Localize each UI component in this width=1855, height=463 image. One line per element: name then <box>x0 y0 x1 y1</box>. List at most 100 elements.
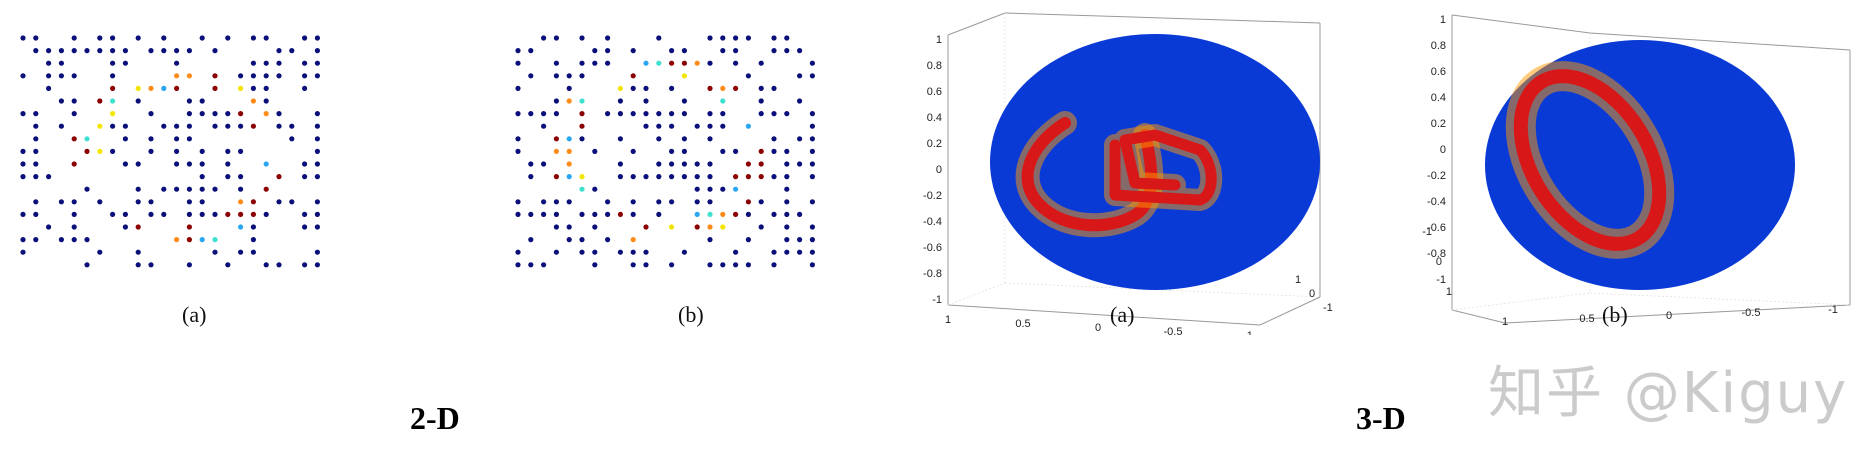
scatter-dot <box>630 199 636 205</box>
scatter-dot <box>758 85 764 91</box>
scatter-dot <box>212 73 218 79</box>
scatter-dot <box>758 111 764 117</box>
scatter-dot <box>186 111 192 117</box>
scatter-dot <box>238 111 244 117</box>
scatter-dot <box>681 174 687 180</box>
scatter-dot <box>681 48 687 54</box>
scatter-dot <box>33 174 39 180</box>
scatter-dot <box>745 262 751 268</box>
scatter-dot <box>84 148 90 154</box>
tick-label: 0 <box>1666 310 1672 322</box>
tick-label: -0.8 <box>923 268 942 280</box>
scatter-dot <box>199 111 205 117</box>
scatter-dot <box>720 123 726 129</box>
scatter-dot <box>771 111 777 117</box>
tick-label: -0.6 <box>1427 222 1446 234</box>
scatter-dot <box>148 111 154 117</box>
scatter-dot <box>225 111 231 117</box>
scatter-dot <box>579 136 585 142</box>
scatter-dot <box>528 161 534 167</box>
scatter-dot <box>771 174 777 180</box>
scatter-dot <box>238 148 244 154</box>
scatter-dot <box>720 148 726 154</box>
scatter-dot <box>20 174 26 180</box>
scatter-dot <box>707 111 713 117</box>
scatter-dot <box>643 224 649 230</box>
scatter-dot <box>694 60 700 66</box>
tick-label: -0.6 <box>923 242 942 254</box>
scatter-dot <box>199 186 205 192</box>
scatter-dot <box>733 148 739 154</box>
scatter-dot <box>186 48 192 54</box>
scatter-dot <box>733 60 739 66</box>
scatter-dot <box>289 136 295 142</box>
caption-3d-b: (b) <box>1602 302 1628 327</box>
scatter-dot <box>225 211 231 217</box>
scatter-dot <box>515 85 521 91</box>
scatter-dot <box>630 237 636 243</box>
scatter-dot <box>212 123 218 129</box>
scatter-dot <box>720 186 726 192</box>
tick-label: 0 <box>1095 322 1101 334</box>
scatter-dot <box>199 199 205 205</box>
tick-label: 1 <box>1440 14 1446 26</box>
scatter-dot <box>797 249 803 255</box>
scatter-dot <box>707 136 713 142</box>
scatter-dot <box>809 237 815 243</box>
scatter-dot <box>110 73 116 79</box>
tick-label: 0.8 <box>1431 40 1446 52</box>
scatter-dot <box>161 85 167 91</box>
scatter-dot <box>122 60 128 66</box>
scatter-dot <box>707 237 713 243</box>
scatter-dot <box>186 262 192 268</box>
scatter-dot <box>733 174 739 180</box>
scatter-dot <box>681 161 687 167</box>
scatter-dot <box>745 73 751 79</box>
scatter-dot <box>617 85 623 91</box>
scatter-dot <box>617 249 623 255</box>
scatter-dot <box>771 211 777 217</box>
scatter-dot <box>186 161 192 167</box>
scatter-dot <box>186 123 192 129</box>
scatter-dot <box>225 174 231 180</box>
scatter-dot <box>20 111 26 117</box>
scatter-dot <box>733 211 739 217</box>
scatter-dot <box>58 98 64 104</box>
scatter-dot <box>263 35 269 41</box>
scatter-dot <box>250 211 256 217</box>
scatter-dot <box>58 237 64 243</box>
scatter-dot <box>566 85 572 91</box>
watermark: 知乎 @Kiguy <box>1488 361 1849 426</box>
scatter-dot <box>276 123 282 129</box>
scatter-dot <box>250 60 256 66</box>
scatter-dot <box>238 249 244 255</box>
scatter-dot <box>784 174 790 180</box>
scatter-dot <box>643 174 649 180</box>
scatter-dot <box>515 60 521 66</box>
caption-3d-a: (a) <box>1110 302 1135 327</box>
scatter-dot <box>135 224 141 230</box>
scatter-dot <box>656 161 662 167</box>
scatter-dot <box>199 98 205 104</box>
scatter-dot <box>212 186 218 192</box>
scatter-dot <box>135 249 141 255</box>
scatter-dot <box>617 211 623 217</box>
scatter-dot <box>314 161 320 167</box>
heat-ring-b <box>1505 61 1675 259</box>
tick-label: 0.2 <box>927 138 942 150</box>
scatter-dot <box>199 237 205 243</box>
scatter-dot <box>174 48 180 54</box>
scatter-dot <box>135 85 141 91</box>
scatter-dot <box>238 211 244 217</box>
scatter-dot <box>20 237 26 243</box>
scatter-dot <box>71 237 77 243</box>
scatter-dot <box>707 262 713 268</box>
scatter-dot <box>528 211 534 217</box>
scatter-dot <box>212 111 218 117</box>
scatter-dot <box>71 73 77 79</box>
surface-3d-a: 1 0.8 0.6 0.4 0.2 0 -0.2 -0.4 -0.6 -0.8 -1 1 0.5 0 -0… <box>923 12 1333 335</box>
scatter-dot <box>566 161 572 167</box>
scatter-dot <box>225 161 231 167</box>
tick-label: 0.2 <box>1431 118 1446 130</box>
tick-label: 0.8 <box>927 60 942 72</box>
